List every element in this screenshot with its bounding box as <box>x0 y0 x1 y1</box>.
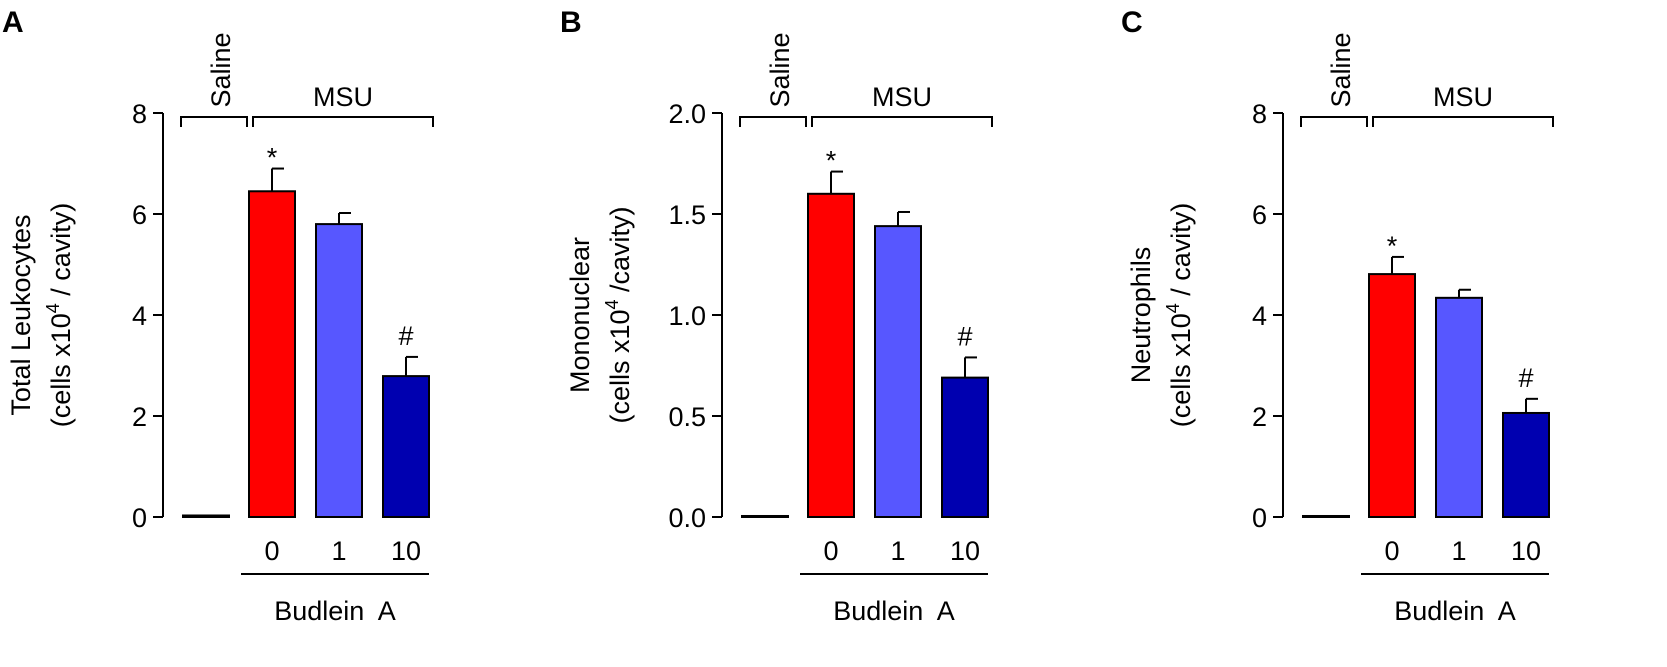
y-tick-label: 0.5 <box>668 402 706 432</box>
bracket <box>1372 116 1554 127</box>
group-label: Saline <box>1326 32 1356 107</box>
y-axis-title-part: (cells x10 <box>605 309 635 423</box>
panel-label: B <box>560 6 582 39</box>
x-tick-label: 10 <box>950 536 980 566</box>
x-tick-label: 0 <box>823 536 838 566</box>
group-label: MSU <box>313 82 373 112</box>
y-axis-title: Mononuclear <box>565 237 595 393</box>
x-tick-label: 0 <box>264 536 279 566</box>
y-tick-label: 0 <box>132 503 147 533</box>
y-tick-label: 6 <box>1252 200 1267 230</box>
group-label: Saline <box>765 32 795 107</box>
bar <box>1302 514 1350 518</box>
significance-marker: * <box>826 146 837 176</box>
group-label: Saline <box>206 32 236 107</box>
x-tick-label: 1 <box>890 536 905 566</box>
bracket <box>180 116 248 127</box>
y-axis-title-part: (cells x10 <box>46 313 76 427</box>
bar <box>1435 296 1483 518</box>
y-axis-title-sup: 4 <box>43 303 63 313</box>
y-axis-title: (cells x104 / cavity) <box>1163 203 1196 428</box>
y-tick-label: 2.0 <box>668 99 706 129</box>
significance-marker: # <box>398 321 413 351</box>
bar <box>741 514 789 518</box>
bar <box>1502 411 1550 518</box>
y-tick-label: 2 <box>1252 402 1267 432</box>
bar <box>382 375 430 519</box>
y-tick-label: 8 <box>132 99 147 129</box>
y-axis-title-sup: 4 <box>602 299 622 309</box>
y-axis-title: (cells x104 /cavity) <box>602 206 635 423</box>
y-tick-label: 2 <box>132 402 147 432</box>
y-tick-label: 1.0 <box>668 301 706 331</box>
x-tick-label: 1 <box>1451 536 1466 566</box>
significance-marker: # <box>1518 363 1533 393</box>
bar <box>182 514 230 518</box>
significance-marker: * <box>1387 231 1398 261</box>
y-axis-title-part: /cavity) <box>605 206 635 299</box>
significance-marker: * <box>267 143 278 173</box>
y-axis-title: Total Leukocytes <box>6 214 36 415</box>
group-label: MSU <box>1433 82 1493 112</box>
x-axis-title: Budlein A <box>1394 596 1516 626</box>
y-axis-title-part: / cavity) <box>46 203 76 304</box>
bar <box>315 223 363 518</box>
x-axis-title: Budlein A <box>274 596 396 626</box>
bar <box>1368 273 1416 518</box>
bar <box>874 225 922 518</box>
bracket <box>1300 116 1368 127</box>
y-tick-label: 1.5 <box>668 200 706 230</box>
x-tick-label: 0 <box>1384 536 1399 566</box>
x-tick-label: 10 <box>1511 536 1541 566</box>
y-tick-label: 0.0 <box>668 503 706 533</box>
bracket <box>252 116 434 127</box>
y-axis-title-sup: 4 <box>1163 303 1183 313</box>
panel-label: C <box>1121 6 1143 39</box>
bar <box>941 376 989 518</box>
y-axis-title: Neutrophils <box>1126 247 1156 384</box>
y-tick-label: 8 <box>1252 99 1267 129</box>
y-axis-title: (cells x104 / cavity) <box>43 203 76 428</box>
x-tick-label: 10 <box>391 536 421 566</box>
y-axis-title-part: (cells x10 <box>1166 313 1196 427</box>
x-axis-title: Budlein A <box>833 596 955 626</box>
significance-marker: # <box>957 321 972 351</box>
bar <box>248 190 296 518</box>
group-label: MSU <box>872 82 932 112</box>
bracket <box>739 116 807 127</box>
y-tick-label: 4 <box>132 301 147 331</box>
y-axis-title-part: / cavity) <box>1166 203 1196 304</box>
bracket <box>811 116 993 127</box>
panel-label: A <box>2 6 24 39</box>
bar <box>807 192 855 519</box>
x-tick-label: 1 <box>331 536 346 566</box>
y-tick-label: 0 <box>1252 503 1267 533</box>
y-tick-label: 4 <box>1252 301 1267 331</box>
y-tick-label: 6 <box>132 200 147 230</box>
